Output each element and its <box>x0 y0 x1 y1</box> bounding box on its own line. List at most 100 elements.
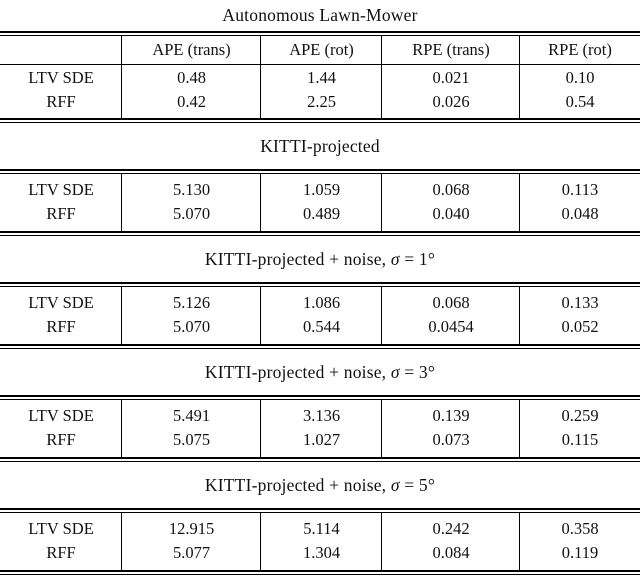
section-lawn-mower-table: APE (trans) APE (rot) RPE (trans) RPE (r… <box>0 36 640 118</box>
cell-rpe-rot: 0.259 <box>561 406 599 425</box>
cell-ape-rot: 1.304 <box>302 543 341 562</box>
header-ape-trans: APE (trans) <box>152 40 231 59</box>
column-divider <box>519 400 520 457</box>
rows-group: LTV SDE 12.915 5.114 0.242 0.358 RFF 5.0… <box>0 513 640 570</box>
row-label: LTV SDE <box>28 68 94 87</box>
cell-rpe-rot: 0.54 <box>565 92 595 111</box>
rows-group: LTV SDE 5.130 1.059 0.068 0.113 RFF 5.07… <box>0 174 640 231</box>
double-rule <box>0 118 640 123</box>
column-divider <box>260 174 261 231</box>
cell-rpe-rot: 0.119 <box>561 543 599 562</box>
table-title-text: Autonomous Lawn-Mower <box>222 5 418 25</box>
table-row-rff: RFF 0.42 2.25 0.026 0.54 <box>0 90 640 114</box>
table-row-ltv-sde: LTV SDE 5.126 1.086 0.068 0.133 <box>0 291 640 315</box>
column-divider <box>121 174 122 231</box>
cell-ape-trans: 0.42 <box>177 92 206 111</box>
column-divider <box>260 513 261 570</box>
column-divider <box>519 513 520 570</box>
section-title-text: KITTI-projected + noise, <box>204 474 391 495</box>
cell-rpe-trans: 0.068 <box>432 180 470 199</box>
cell-rpe-trans: 0.242 <box>432 519 470 538</box>
header-rule <box>0 64 640 65</box>
section-kitti-table: LTV SDE 5.130 1.059 0.068 0.113 RFF 5.07… <box>0 174 640 231</box>
column-divider <box>260 36 261 118</box>
cell-ape-rot: 1.027 <box>302 430 341 449</box>
cell-rpe-trans: 0.040 <box>432 204 470 223</box>
cell-rpe-trans: 0.084 <box>432 543 470 562</box>
cell-ape-trans: 12.915 <box>168 519 215 538</box>
header-row: APE (trans) APE (rot) RPE (trans) RPE (r… <box>0 36 640 64</box>
cell-rpe-trans: 0.0454 <box>428 317 474 336</box>
section-title-text: KITTI-projected + noise, <box>204 361 391 382</box>
double-rule <box>0 231 640 236</box>
sigma-symbol: σ <box>390 361 400 382</box>
row-label: RFF <box>46 317 76 336</box>
cell-ape-trans: 5.075 <box>172 430 211 449</box>
cell-ape-rot: 0.489 <box>302 204 341 223</box>
cell-ape-trans: 0.48 <box>177 68 206 87</box>
column-divider <box>121 287 122 344</box>
cell-ape-trans: 5.070 <box>172 317 211 336</box>
cell-rpe-trans: 0.068 <box>432 293 470 312</box>
row-label: RFF <box>46 92 76 111</box>
cell-ape-rot: 0.544 <box>302 317 341 336</box>
double-rule <box>0 169 640 174</box>
cell-rpe-trans: 0.073 <box>432 430 470 449</box>
table-title: Autonomous Lawn-Mower <box>0 0 640 31</box>
column-divider <box>260 287 261 344</box>
row-label: LTV SDE <box>28 406 94 425</box>
column-divider <box>381 400 382 457</box>
column-divider <box>260 400 261 457</box>
rows-group: LTV SDE 5.126 1.086 0.068 0.133 RFF 5.07… <box>0 287 640 344</box>
cell-rpe-trans: 0.026 <box>432 92 470 111</box>
column-divider <box>381 174 382 231</box>
cell-rpe-rot: 0.115 <box>561 430 599 449</box>
section-title-noise-3: KITTI-projected + noise, σ = 3° <box>0 349 640 395</box>
cell-ape-rot: 3.136 <box>302 406 341 425</box>
section-title-sigma-value: = 5° <box>399 474 436 495</box>
column-divider <box>381 36 382 118</box>
column-divider <box>121 400 122 457</box>
double-rule <box>0 31 640 36</box>
section-noise-3-table: LTV SDE 5.491 3.136 0.139 0.259 RFF 5.07… <box>0 400 640 457</box>
cell-ape-trans: 5.130 <box>172 180 211 199</box>
cell-ape-trans: 5.126 <box>172 293 211 312</box>
cell-rpe-trans: 0.021 <box>432 68 470 87</box>
section-title-sigma-value: = 1° <box>399 248 436 269</box>
table-row-rff: RFF 5.070 0.544 0.0454 0.052 <box>0 315 640 339</box>
section-title-noise-5: KITTI-projected + noise, σ = 5° <box>0 462 640 508</box>
table-row-ltv-sde: LTV SDE 0.48 1.44 0.021 0.10 <box>0 66 640 90</box>
row-label: LTV SDE <box>28 293 94 312</box>
rows-group: LTV SDE 0.48 1.44 0.021 0.10 RFF 0.42 2.… <box>0 65 640 118</box>
cell-ape-rot: 1.086 <box>302 293 341 312</box>
cell-rpe-rot: 0.048 <box>561 204 599 223</box>
column-divider <box>381 513 382 570</box>
cell-ape-trans: 5.491 <box>172 406 211 425</box>
cell-ape-rot: 1.059 <box>302 180 341 199</box>
rows-group: LTV SDE 5.491 3.136 0.139 0.259 RFF 5.07… <box>0 400 640 457</box>
double-rule <box>0 395 640 400</box>
row-label: LTV SDE <box>28 519 94 538</box>
double-rule <box>0 344 640 349</box>
header-ape-rot: APE (rot) <box>289 40 354 59</box>
double-rule <box>0 282 640 287</box>
cell-rpe-trans: 0.139 <box>432 406 470 425</box>
section-title-sigma-value: = 3° <box>399 361 436 382</box>
table-row-ltv-sde: LTV SDE 5.130 1.059 0.068 0.113 <box>0 178 640 202</box>
table-row-ltv-sde: LTV SDE 12.915 5.114 0.242 0.358 <box>0 517 640 541</box>
section-title-kitti: KITTI-projected <box>0 123 640 169</box>
section-title-noise-1: KITTI-projected + noise, σ = 1° <box>0 236 640 282</box>
column-divider <box>121 513 122 570</box>
header-rpe-trans: RPE (trans) <box>412 40 490 59</box>
row-label: LTV SDE <box>28 180 94 199</box>
row-label: RFF <box>46 543 76 562</box>
cell-ape-rot: 1.44 <box>307 68 336 87</box>
double-rule <box>0 570 640 575</box>
section-title-text: KITTI-projected + noise, <box>204 248 391 269</box>
double-rule <box>0 508 640 513</box>
cell-ape-rot: 5.114 <box>303 519 340 538</box>
table-row-rff: RFF 5.075 1.027 0.073 0.115 <box>0 428 640 452</box>
cell-rpe-rot: 0.10 <box>565 68 595 87</box>
cell-ape-trans: 5.077 <box>172 543 211 562</box>
column-divider <box>519 174 520 231</box>
